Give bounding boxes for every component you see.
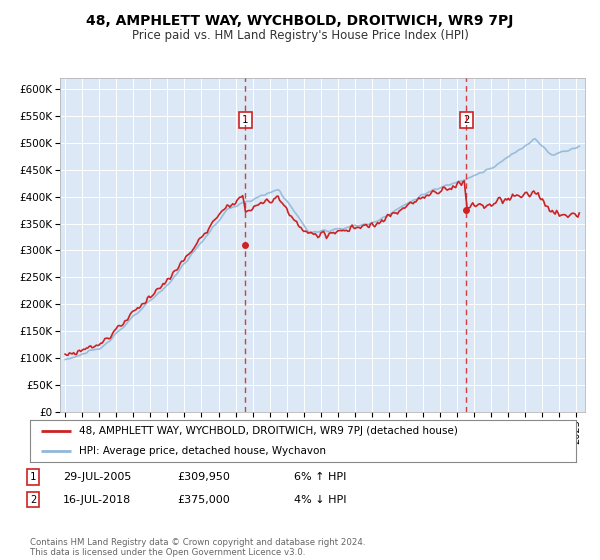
Text: Price paid vs. HM Land Registry's House Price Index (HPI): Price paid vs. HM Land Registry's House … xyxy=(131,29,469,42)
Text: £375,000: £375,000 xyxy=(177,494,230,505)
Text: 2: 2 xyxy=(30,494,36,505)
Text: Contains HM Land Registry data © Crown copyright and database right 2024.
This d: Contains HM Land Registry data © Crown c… xyxy=(30,538,365,557)
Text: 4% ↓ HPI: 4% ↓ HPI xyxy=(294,494,347,505)
Text: 48, AMPHLETT WAY, WYCHBOLD, DROITWICH, WR9 7PJ (detached house): 48, AMPHLETT WAY, WYCHBOLD, DROITWICH, W… xyxy=(79,426,458,436)
Text: HPI: Average price, detached house, Wychavon: HPI: Average price, detached house, Wych… xyxy=(79,446,326,456)
Text: 1: 1 xyxy=(242,115,248,125)
Text: 2: 2 xyxy=(463,115,469,125)
Text: 6% ↑ HPI: 6% ↑ HPI xyxy=(294,472,346,482)
Text: 29-JUL-2005: 29-JUL-2005 xyxy=(63,472,131,482)
Text: 48, AMPHLETT WAY, WYCHBOLD, DROITWICH, WR9 7PJ: 48, AMPHLETT WAY, WYCHBOLD, DROITWICH, W… xyxy=(86,14,514,28)
Text: 1: 1 xyxy=(30,472,36,482)
Text: 16-JUL-2018: 16-JUL-2018 xyxy=(63,494,131,505)
Text: £309,950: £309,950 xyxy=(177,472,230,482)
